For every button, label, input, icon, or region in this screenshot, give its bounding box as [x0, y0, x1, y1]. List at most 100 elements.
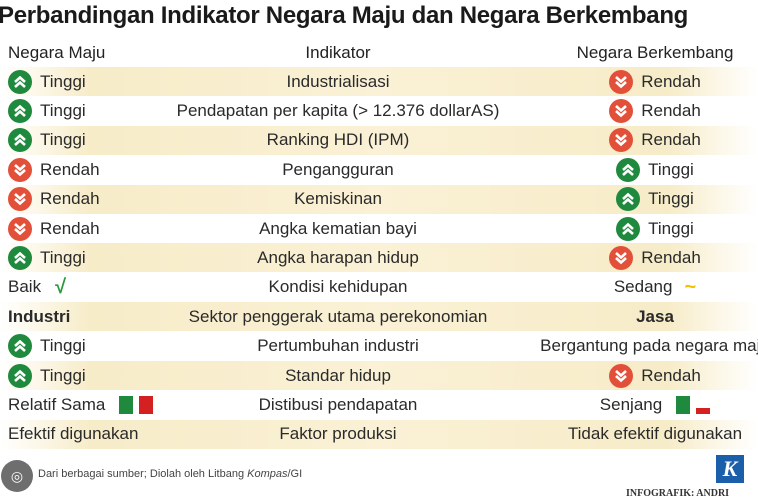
- table-row: Rendah Pengangguran Tinggi: [0, 155, 758, 184]
- negara-berkembang-cell: Bergantung pada negara maju: [540, 332, 758, 361]
- indikator-label: Kondisi kehidupan: [268, 277, 408, 297]
- high-arrow-icon: [8, 363, 32, 388]
- negara-maju-value: Tinggi: [40, 336, 86, 356]
- low-arrow-icon: [609, 128, 634, 153]
- negara-maju-cell: Relatif Sama: [8, 390, 154, 419]
- indikator-cell: Faktor produksi: [160, 420, 516, 449]
- negara-maju-cell: Tinggi: [8, 126, 86, 155]
- indikator-cell: Pengangguran: [160, 155, 516, 184]
- negara-maju-cell: Industri: [8, 302, 70, 331]
- low-arrow-icon: [609, 69, 634, 94]
- indikator-cell: Distibusi pendapatan: [160, 390, 516, 419]
- negara-maju-cell: Tinggi: [8, 243, 86, 272]
- header-indikator: Indikator: [305, 43, 371, 62]
- negara-maju-value: Rendah: [40, 189, 100, 209]
- table-row: Tinggi Angka harapan hidup Rendah: [0, 243, 758, 273]
- negara-berkembang-cell: Tinggi: [540, 155, 758, 184]
- negara-berkembang-value: Jasa: [636, 306, 674, 326]
- table-row: Tinggi Pertumbuhan industri Bergantung p…: [0, 332, 758, 361]
- table-row: Rendah Kemiskinan Tinggi: [0, 184, 758, 214]
- negara-maju-cell: Tinggi: [8, 96, 86, 125]
- indikator-cell: Kondisi kehidupan: [160, 273, 516, 302]
- table-row: Tinggi Industrialisasi Rendah: [0, 67, 758, 96]
- negara-berkembang-cell: Rendah: [540, 67, 758, 96]
- negara-maju-value: Rendah: [40, 218, 100, 238]
- negara-berkembang-cell: Tinggi: [540, 185, 758, 214]
- indikator-cell: Ranking HDI (IPM): [160, 126, 516, 155]
- negara-maju-value: Rendah: [40, 159, 100, 179]
- indikator-label: Industrialisasi: [286, 71, 390, 91]
- negara-maju-cell: Baik √: [8, 273, 66, 302]
- indikator-cell: Industrialisasi: [160, 67, 516, 96]
- indikator-label: Sektor penggerak utama perekonomian: [188, 306, 488, 326]
- source-suffix: /GI: [287, 468, 303, 480]
- negara-maju-cell: Rendah: [8, 185, 100, 214]
- negara-berkembang-value: Bergantung pada negara maju: [540, 336, 758, 356]
- negara-maju-value: Tinggi: [40, 71, 86, 91]
- negara-berkembang-cell: Sedang ~: [540, 273, 758, 302]
- indikator-cell: Sektor penggerak utama perekonomian: [160, 302, 516, 331]
- negara-berkembang-value: Rendah: [641, 130, 701, 150]
- indikator-cell: Pendapatan per kapita (> 12.376 dollarAS…: [160, 96, 516, 125]
- negara-berkembang-cell: Rendah: [540, 96, 758, 125]
- negara-berkembang-cell: Senjang: [540, 390, 758, 419]
- header-negara-maju: Negara Maju: [8, 43, 106, 62]
- high-arrow-icon: [8, 245, 32, 270]
- negara-berkembang-cell: Tinggi: [540, 214, 758, 243]
- negara-berkembang-cell: Rendah: [540, 126, 758, 155]
- negara-maju-cell: Tinggi: [8, 67, 86, 96]
- table-row: Industri Sektor penggerak utama perekono…: [0, 302, 758, 332]
- negara-berkembang-cell: Rendah: [540, 361, 758, 390]
- negara-berkembang-cell: Tidak efektif digunakan: [540, 420, 758, 449]
- negara-berkembang-value: Tinggi: [648, 189, 694, 209]
- low-arrow-icon: [8, 157, 32, 182]
- indikator-label: Angka harapan hidup: [257, 247, 419, 267]
- indikator-cell: Angka kematian bayi: [160, 214, 516, 243]
- equal-bars-icon: [119, 395, 154, 414]
- indikator-cell: Pertumbuhan industri: [160, 332, 516, 361]
- infographic-credit: INFOGRAFIK: ANDRI: [626, 488, 730, 499]
- tilde-icon: ~: [684, 275, 697, 298]
- table-row: Rendah Angka kematian bayi Tinggi: [0, 214, 758, 243]
- source-text: Dari berbagai sumber; Diolah oleh Litban…: [38, 468, 248, 480]
- low-arrow-icon: [8, 216, 32, 241]
- table-row: Tinggi Ranking HDI (IPM) Rendah: [0, 125, 758, 155]
- negara-maju-cell: Rendah: [8, 155, 100, 184]
- table-row: Tinggi Standar hidup Rendah: [0, 361, 758, 390]
- negara-maju-value: Relatif Sama: [8, 394, 106, 414]
- negara-berkembang-value: Rendah: [641, 100, 701, 120]
- negara-berkembang-cell: Rendah: [540, 243, 758, 272]
- negara-maju-value: Tinggi: [40, 130, 86, 150]
- page-title: Perbandingan Indikator Negara Maju dan N…: [0, 2, 689, 29]
- negara-berkembang-value: Rendah: [641, 365, 701, 385]
- negara-maju-cell: Tinggi: [8, 332, 86, 361]
- indikator-label: Kemiskinan: [294, 189, 382, 209]
- header-negara-berkembang: Negara Berkembang: [576, 43, 734, 62]
- negara-berkembang-value: Tidak efektif digunakan: [567, 424, 743, 444]
- negara-berkembang-value: Tinggi: [648, 218, 694, 238]
- negara-maju-cell: Rendah: [8, 214, 100, 243]
- negara-berkembang-value: Rendah: [641, 247, 701, 267]
- negara-berkembang-value: Rendah: [641, 71, 701, 91]
- high-arrow-icon: [616, 187, 641, 212]
- table-row: Baik √ Kondisi kehidupan Sedang ~: [0, 273, 758, 302]
- indikator-label: Distibusi pendapatan: [258, 394, 418, 414]
- table-row: Efektif digunakan Faktor produksi Tidak …: [0, 419, 758, 449]
- table-row: Relatif Sama Distibusi pendapatan Senjan…: [0, 390, 758, 419]
- indikator-label: Standar hidup: [285, 365, 391, 385]
- high-arrow-icon: [616, 157, 641, 182]
- indikator-cell: Kemiskinan: [160, 185, 516, 214]
- indikator-label: Angka kematian bayi: [259, 218, 417, 238]
- checkmark-icon: √: [55, 275, 67, 298]
- low-arrow-icon: [609, 98, 634, 123]
- lens-icon[interactable]: ◎: [1, 460, 33, 492]
- low-arrow-icon: [609, 363, 634, 388]
- indikator-label: Pendapatan per kapita (> 12.376 dollarAS…: [176, 100, 500, 120]
- negara-berkembang-cell: Jasa: [540, 302, 758, 331]
- source-note: Dari berbagai sumber; Diolah oleh Litban…: [38, 468, 302, 480]
- high-arrow-icon: [616, 216, 641, 241]
- high-arrow-icon: [8, 69, 32, 94]
- indikator-label: Pertumbuhan industri: [257, 336, 419, 356]
- low-arrow-icon: [609, 245, 634, 270]
- negara-maju-value: Tinggi: [40, 247, 86, 267]
